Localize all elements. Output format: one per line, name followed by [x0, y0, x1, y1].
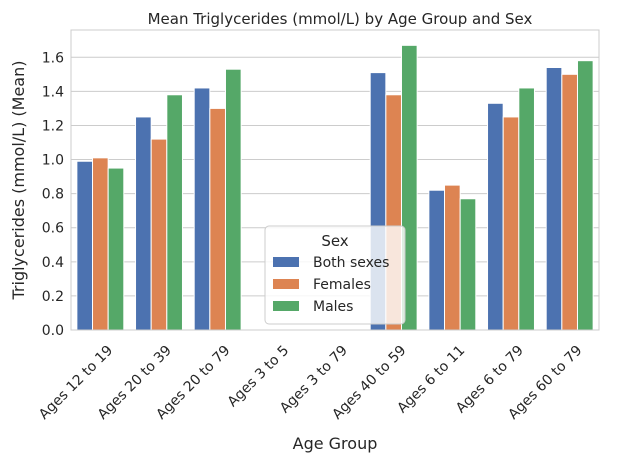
bar-both-sexes	[545, 67, 563, 331]
legend-title: Sex	[321, 232, 348, 250]
bar-females	[92, 157, 109, 331]
legend-label: Both sexes	[313, 255, 389, 271]
y-tick-label: 0.2	[42, 289, 64, 305]
y-tick-label: 0.6	[42, 221, 64, 237]
bar-males	[576, 60, 594, 331]
bar-females	[502, 116, 520, 331]
bar-both-sexes	[193, 87, 211, 331]
bar-both-sexes	[76, 160, 94, 331]
bar-males	[224, 68, 242, 331]
bars	[76, 44, 594, 331]
y-tick-label: 1.4	[42, 84, 64, 100]
bar-females	[209, 107, 226, 331]
bar-females	[444, 184, 461, 331]
bar-both-sexes	[135, 116, 152, 331]
legend-swatch	[273, 301, 299, 311]
y-tick-label: 0.4	[42, 255, 64, 271]
y-tick-label: 0.8	[42, 187, 64, 203]
bar-females	[150, 138, 168, 331]
y-tick-label: 1.6	[42, 50, 64, 66]
legend-label: Females	[313, 277, 371, 293]
bar-both-sexes	[487, 102, 504, 331]
x-axis-title: Age Group	[293, 434, 378, 453]
y-axis-title: Triglycerides (mmol/L) (Mean)	[9, 61, 28, 301]
bar-males	[518, 87, 535, 331]
y-axis-ticks: 0.0 0.2 0.4 0.6 0.8 1.0 1.2 1.4 1.6	[42, 50, 64, 339]
legend: Sex Both sexes Females Males	[264, 225, 406, 325]
legend-swatch	[273, 279, 299, 289]
y-tick-label: 1.0	[42, 153, 64, 169]
y-tick-label: 0.0	[42, 323, 64, 339]
bar-males	[166, 94, 183, 331]
legend-swatch	[273, 257, 299, 267]
legend-label: Males	[313, 299, 353, 315]
plot-frame	[70, 29, 600, 331]
legend-box	[264, 225, 406, 325]
y-tick-label: 1.2	[42, 118, 64, 134]
chart-title: Mean Triglycerides (mmol/L) by Age Group…	[148, 10, 533, 28]
bar-both-sexes	[428, 189, 446, 331]
bar-males	[107, 167, 125, 331]
legend-items: Both sexes Females Males	[273, 255, 389, 315]
bar-females	[561, 73, 578, 331]
bar-males	[459, 198, 477, 331]
